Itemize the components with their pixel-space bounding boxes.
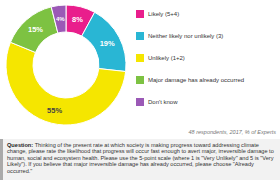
- question-box: [0, 139, 280, 180]
- legend-swatch: [136, 76, 144, 84]
- legend: Likely (5+4) Neither likely nor unlikely …: [136, 10, 244, 106]
- legend-label: Neither likely nor unlikely (3): [148, 33, 223, 39]
- question-line: Thinking of the present rate at which so…: [35, 142, 259, 148]
- donut: [6, 5, 126, 125]
- data-label: 15%: [28, 25, 43, 34]
- legend-swatch: [136, 32, 144, 40]
- legend-swatch: [136, 10, 144, 18]
- question-border: [0, 139, 3, 180]
- note: 48 respondents, 2017, % of Experts: [189, 129, 277, 135]
- question-line: Likely"). If you believe that major irre…: [7, 161, 254, 167]
- question-label: Question:: [7, 142, 33, 148]
- legend-swatch: [136, 98, 144, 106]
- legend-label: Don't know: [148, 99, 178, 105]
- data-labels: 8% 19% 55% 15% 4%: [28, 15, 115, 114]
- question-text: Thinking of the present rate at which so…: [7, 142, 274, 174]
- data-label: 19%: [100, 39, 115, 48]
- legend-label: Unlikely (1+2): [148, 55, 185, 61]
- data-label: 4%: [56, 16, 65, 22]
- donut-slice: [51, 5, 66, 33]
- data-label: 55%: [47, 106, 62, 115]
- legend-label: Likely (5+4): [148, 11, 179, 17]
- question-line: occurred.": [7, 168, 32, 174]
- legend-swatch: [136, 54, 144, 62]
- donut-slice: [10, 7, 57, 53]
- donut-slice: [6, 42, 126, 125]
- question-line: human, social and ecosystem health. Plea…: [7, 155, 274, 161]
- chart: 8% 19% 55% 15% 4% Likely (5+4) Neither likely …: [0, 0, 280, 180]
- data-label: 8%: [72, 15, 83, 24]
- donut-slice: [82, 12, 126, 71]
- question-line: change, please rate the likelihood that …: [7, 148, 274, 154]
- legend-label: Major damage has already occurred: [148, 77, 244, 83]
